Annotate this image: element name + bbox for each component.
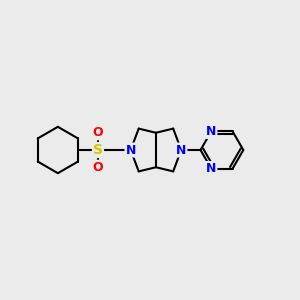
Text: N: N [125, 143, 136, 157]
Text: N: N [176, 143, 186, 157]
Text: N: N [206, 125, 216, 138]
Text: S: S [93, 143, 103, 157]
Text: O: O [93, 161, 103, 174]
Text: O: O [93, 126, 103, 139]
Text: N: N [206, 162, 216, 175]
